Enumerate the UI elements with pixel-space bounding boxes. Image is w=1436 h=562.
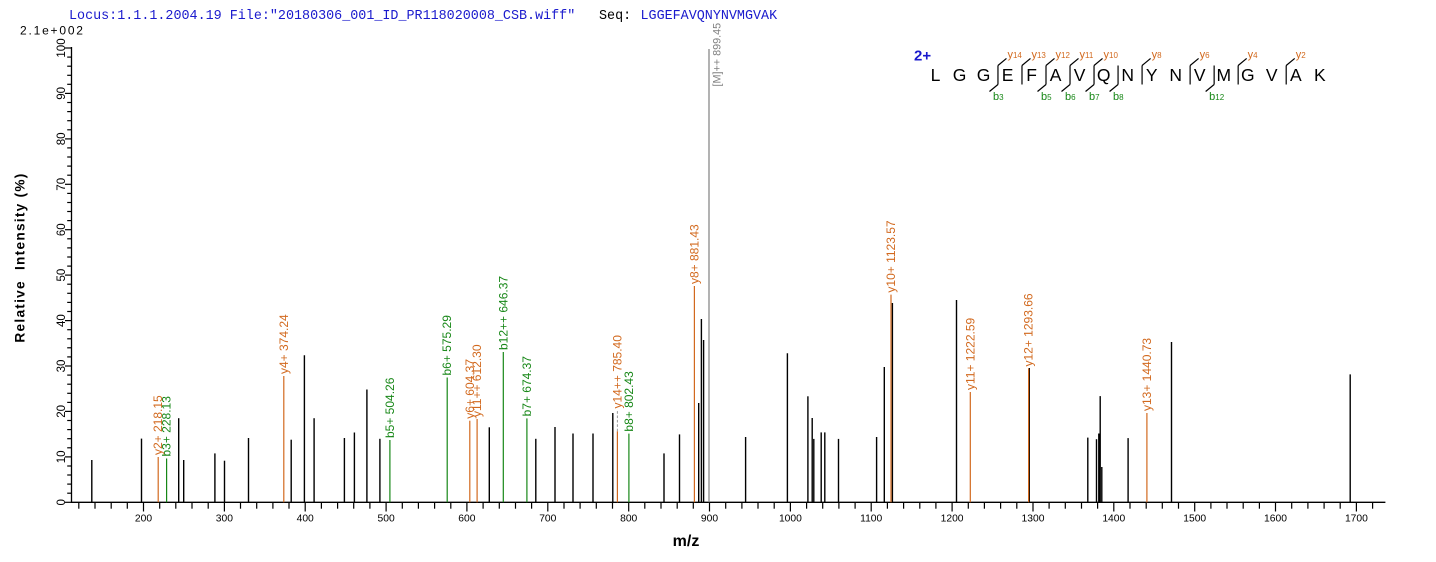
svg-text:1200: 1200 — [941, 514, 964, 525]
svg-text:b3+ 228.13: b3+ 228.13 — [160, 396, 174, 457]
svg-text:60: 60 — [56, 223, 68, 236]
svg-text:M: M — [1216, 65, 1231, 85]
svg-text:10: 10 — [56, 451, 68, 464]
svg-text:[M]++ 899.45: [M]++ 899.45 — [712, 23, 724, 87]
svg-text:1000: 1000 — [779, 514, 802, 525]
svg-text:G: G — [1241, 65, 1255, 85]
svg-text:y4+ 374.24: y4+ 374.24 — [277, 314, 291, 374]
svg-text:y14++ 785.40: y14++ 785.40 — [610, 335, 624, 409]
svg-text:0: 0 — [56, 499, 68, 505]
svg-text:y6+ 604.37: y6+ 604.37 — [463, 359, 477, 419]
svg-text:70: 70 — [56, 178, 68, 191]
svg-text:1400: 1400 — [1102, 514, 1125, 525]
svg-text:y2: y2 — [1296, 49, 1307, 61]
svg-text:b8: b8 — [1113, 91, 1124, 103]
svg-text:V: V — [1074, 65, 1086, 85]
svg-text:50: 50 — [56, 269, 68, 282]
svg-text:300: 300 — [216, 514, 233, 525]
svg-text:800: 800 — [620, 514, 637, 525]
svg-text:b12++ 646.37: b12++ 646.37 — [496, 276, 510, 350]
svg-text:K: K — [1314, 65, 1326, 85]
svg-text:1300: 1300 — [1022, 514, 1045, 525]
svg-text:E: E — [1002, 65, 1014, 85]
svg-text:G: G — [977, 65, 991, 85]
svg-text:20: 20 — [56, 405, 68, 418]
svg-text:y10+ 1123.57: y10+ 1123.57 — [884, 220, 898, 293]
svg-text:b12: b12 — [1209, 91, 1225, 103]
svg-text:y11++ 612.30: y11++ 612.30 — [470, 344, 484, 417]
svg-text:F: F — [1026, 65, 1037, 85]
svg-text:Locus:1.1.1.2004.19 File:"2018: Locus:1.1.1.2004.19 File:"20180306_001_I… — [69, 9, 575, 24]
svg-text:b3: b3 — [993, 91, 1004, 103]
svg-text:m/z: m/z — [673, 533, 700, 550]
svg-text:y11: y11 — [1080, 49, 1094, 61]
svg-text:y14: y14 — [1007, 49, 1022, 61]
svg-text:N: N — [1169, 65, 1182, 85]
svg-text:b8+ 802.43: b8+ 802.43 — [622, 371, 636, 432]
svg-text:90: 90 — [56, 87, 68, 100]
svg-text:y10: y10 — [1104, 49, 1119, 61]
svg-text:b5: b5 — [1041, 91, 1052, 103]
svg-text:Y: Y — [1146, 65, 1158, 85]
svg-text:1100: 1100 — [860, 514, 882, 525]
svg-text:Seq:: Seq: — [599, 9, 631, 24]
svg-text:b7: b7 — [1089, 91, 1100, 103]
svg-text:y8: y8 — [1152, 49, 1163, 61]
svg-text:400: 400 — [297, 514, 314, 525]
svg-text:Q: Q — [1097, 65, 1111, 85]
svg-text:2.1e+002: 2.1e+002 — [20, 24, 85, 38]
svg-text:y13+ 1440.73: y13+ 1440.73 — [1140, 338, 1154, 411]
svg-text:30: 30 — [56, 360, 68, 373]
svg-text:y6: y6 — [1200, 49, 1211, 61]
svg-text:40: 40 — [56, 314, 68, 327]
svg-text:900: 900 — [701, 514, 718, 525]
svg-text:N: N — [1121, 65, 1134, 85]
svg-text:y11+ 1222.59: y11+ 1222.59 — [963, 317, 977, 390]
svg-text:80: 80 — [56, 133, 68, 146]
svg-text:y12: y12 — [1056, 49, 1071, 61]
svg-text:700: 700 — [539, 514, 556, 525]
svg-text:y2+ 218.15: y2+ 218.15 — [151, 395, 165, 455]
svg-text:b6: b6 — [1065, 91, 1076, 103]
svg-text:1500: 1500 — [1183, 514, 1206, 525]
svg-text:G: G — [953, 65, 967, 85]
svg-text:y8+ 881.43: y8+ 881.43 — [687, 224, 701, 284]
svg-text:2+: 2+ — [914, 48, 931, 65]
svg-text:A: A — [1050, 65, 1062, 85]
svg-text:200: 200 — [135, 514, 152, 525]
svg-text:V: V — [1266, 65, 1278, 85]
svg-text:500: 500 — [378, 514, 395, 525]
svg-text:LGGEFAVQNYNVMGVAK: LGGEFAVQNYNVMGVAK — [641, 9, 779, 24]
svg-text:b7+ 674.37: b7+ 674.37 — [520, 356, 534, 417]
svg-text:Relative Intensity (%): Relative Intensity (%) — [13, 172, 28, 342]
svg-text:y13: y13 — [1031, 49, 1046, 61]
svg-text:y12+ 1293.66: y12+ 1293.66 — [1022, 293, 1036, 366]
svg-text:b5+ 504.26: b5+ 504.26 — [383, 377, 397, 438]
svg-text:V: V — [1194, 65, 1206, 85]
svg-text:y4: y4 — [1248, 49, 1259, 61]
svg-text:1600: 1600 — [1264, 514, 1287, 525]
svg-text:A: A — [1290, 65, 1302, 85]
svg-text:L: L — [931, 65, 941, 85]
svg-text:1700: 1700 — [1345, 514, 1368, 525]
svg-text:600: 600 — [458, 514, 475, 525]
svg-text:b6+ 575.29: b6+ 575.29 — [440, 315, 454, 376]
svg-text:100: 100 — [56, 38, 68, 57]
